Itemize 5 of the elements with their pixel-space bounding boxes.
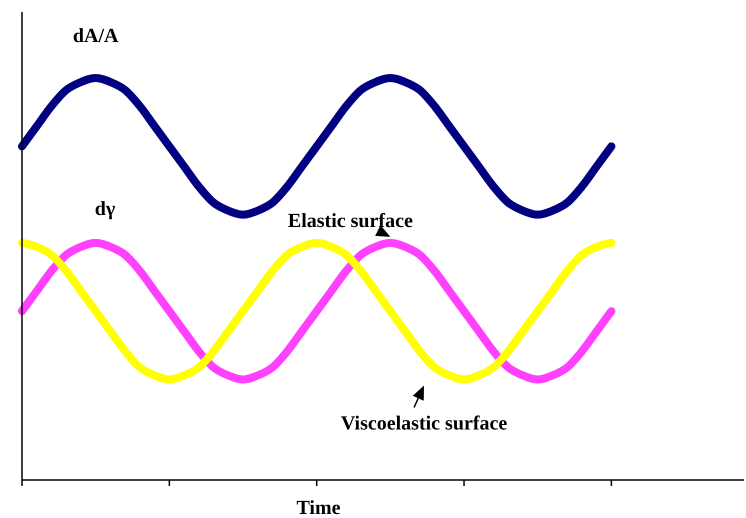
text: Viscoelastic surface bbox=[340, 412, 508, 434]
series-label: Elastic surface bbox=[288, 210, 413, 232]
x-axis-title: Time bbox=[296, 497, 341, 518]
annotation: dγ bbox=[94, 198, 116, 220]
series-label: dA/A bbox=[72, 25, 120, 47]
